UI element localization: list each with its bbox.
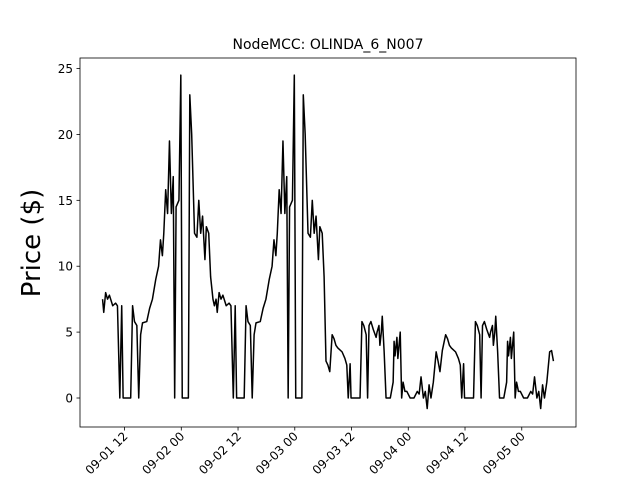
y-tick-label: 0	[65, 392, 73, 406]
y-tick-label: 5	[65, 326, 73, 340]
y-axis-label: Price ($)	[17, 189, 47, 298]
y-tick-label: 20	[58, 128, 73, 142]
y-tick-label: 25	[58, 62, 73, 76]
y-tick-label: 15	[58, 194, 73, 208]
y-tick-label: 10	[58, 260, 73, 274]
plot-frame	[79, 57, 577, 428]
chart-title: NodeMCC: OLINDA_6_N007	[233, 37, 424, 53]
line-series	[101, 74, 555, 410]
